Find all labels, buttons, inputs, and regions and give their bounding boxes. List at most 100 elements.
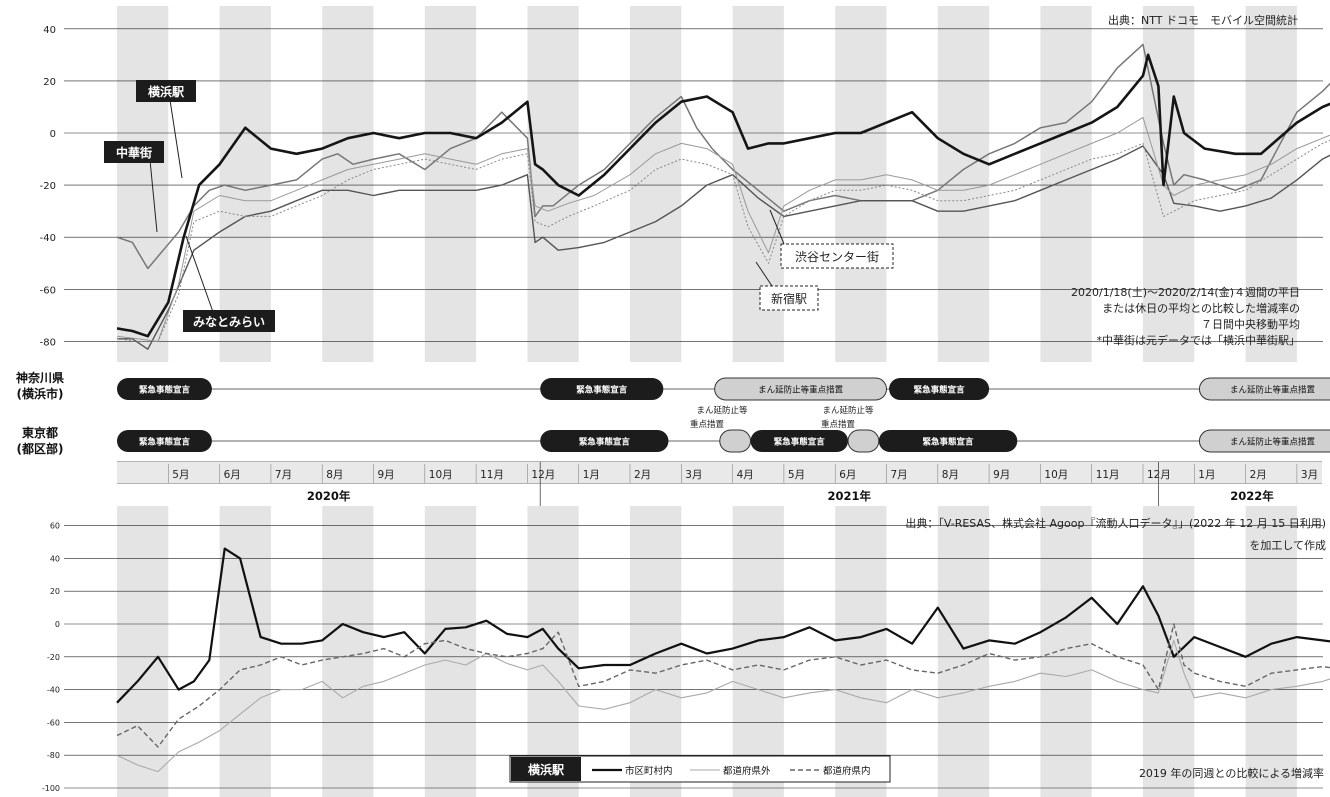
stripe-bottom [630, 506, 682, 797]
stripe-top [322, 6, 374, 362]
month-tick-label: 9月 [378, 469, 395, 481]
month-tick-label: 8月 [326, 469, 343, 481]
emergency-pill-label: 緊急事態宣言 [774, 437, 826, 448]
stripe-bottom [1040, 506, 1092, 797]
small-note-2-line2: 重点措置 [821, 419, 856, 430]
measure-rows: 緊急事態宣言 緊急事態宣言 まん延防止等重点措置 緊急事態宣言 まん延防止等重点措置緊急… [117, 377, 1330, 453]
month-tick-label: 9月 [993, 469, 1010, 481]
small-note-2: まん延防止等 重点措置 [821, 405, 874, 430]
bottom-y-tick-label: 60 [50, 522, 60, 531]
row-tokyo-label-line1: 東京都 [22, 425, 58, 440]
month-axis-band [117, 462, 1322, 483]
month-tick-label: 1月 [583, 469, 600, 481]
legend-label-within-pref: 都道府県内 [823, 765, 871, 777]
bottom-chart-gridlines [64, 525, 1323, 789]
top-y-tick-label: -40 [40, 233, 56, 244]
label-shibuya-text: 渋谷センター街 [795, 250, 879, 264]
month-tick-label: 10月 [429, 469, 453, 481]
label-minatomirai-pointer [185, 235, 214, 313]
bottom-y-tick-label: -40 [47, 686, 60, 695]
emergency-pill [117, 430, 212, 452]
top-y-tick-label: -20 [40, 181, 56, 192]
top-y-tick-label: -60 [40, 285, 56, 296]
label-minatomirai: みなとみらい [183, 235, 275, 332]
bottom-y-tick-label: 40 [50, 554, 60, 563]
label-yokohama-text: 横浜駅 [148, 84, 185, 99]
row-tokyo-label-line2: (都区部) [17, 441, 64, 456]
stripe-top [630, 6, 682, 362]
legend-title: 横浜駅 [528, 762, 565, 777]
bottom-source: 出典：「V-RESAS、株式会社 Agoop『流動人口データ』」(2022 年 … [905, 516, 1326, 552]
month-tick-label: 7月 [891, 469, 908, 481]
priority-pill-label: まん延防止等重点措置 [758, 385, 844, 396]
stripe-bottom [322, 506, 374, 797]
top-chart-y-ticks: 40 20 0 -20 -40 -60 -80 [40, 25, 56, 349]
emergency-pill-label: 緊急事態宣言 [139, 385, 191, 396]
month-tick-label: 2月 [1250, 469, 1267, 481]
bottom-y-tick-label: 0 [55, 620, 60, 629]
priority-measures-pill [1198, 377, 1330, 401]
legend-label-within-city: 市区町村内 [625, 765, 673, 777]
month-stripes [117, 6, 1297, 797]
emergency-pill-label: 緊急事態宣言 [139, 437, 191, 448]
year-axis: 2020年 2021年 2022年 [307, 462, 1274, 506]
emergency-pill [750, 430, 849, 452]
month-tick-label: 12月 [1147, 469, 1171, 481]
emergency-pill-label: 緊急事態宣言 [914, 385, 966, 396]
top-note: 2020/1/18(土)～2020/2/14(金)４週間の平日 または休日の平均… [1071, 285, 1300, 347]
label-shibuya-box [780, 243, 894, 269]
row-tokyo-label: 東京都 (都区部) [17, 425, 64, 456]
priority-measures-pill [719, 429, 752, 453]
series-line-chinatown [116, 43, 1330, 270]
stripe-top [835, 6, 887, 362]
month-tick-label: 6月 [224, 469, 241, 481]
bottom-y-tick-label: -80 [47, 751, 60, 760]
top-y-tick-label: -80 [40, 337, 56, 348]
bottom-source-line2: を加工して作成 [1249, 539, 1326, 552]
month-tick-label: 6月 [839, 469, 856, 481]
month-tick-label: 11月 [1096, 469, 1120, 481]
stripe-bottom [937, 506, 990, 797]
label-shinjuku-box [759, 285, 819, 311]
small-note-1-line1: まん延防止等 [696, 405, 748, 416]
emergency-pill [540, 430, 669, 452]
label-shinjuku-pointer [755, 261, 773, 287]
top-source-label: 出典：NTT ドコモ モバイル空間統計 [1108, 13, 1298, 27]
note-line-1: 2020/1/18(土)～2020/2/14(金)４週間の平日 [1071, 285, 1300, 299]
month-tick-label: 8月 [942, 469, 959, 481]
bottom-y-tick-label: 20 [50, 587, 60, 596]
stripe-top [527, 6, 579, 362]
top-y-tick-label: 20 [43, 77, 56, 88]
series-line-shibuya [116, 116, 1330, 342]
emergency-pill-label: 緊急事態宣言 [579, 437, 631, 448]
top-chart-series [116, 43, 1330, 350]
label-chinatown-pointer [149, 159, 158, 233]
emergency-pill [540, 378, 664, 400]
series-line-yokohama [116, 53, 1330, 338]
stripe-top [1040, 6, 1092, 362]
month-tick-label: 1月 [1198, 469, 1215, 481]
emergency-pill-label: 緊急事態宣言 [576, 385, 628, 396]
month-tick-label: 3月 [685, 469, 702, 481]
stripe-bottom [117, 506, 169, 797]
stripe-bottom [219, 506, 271, 797]
emergency-pill [889, 378, 990, 400]
bottom-y-tick-label: -60 [47, 718, 60, 727]
month-tick-label: 10月 [1044, 469, 1068, 481]
bottom-note: 2019 年の同週との比較による増減率 [1139, 766, 1324, 780]
top-y-tick-label: 40 [43, 25, 56, 36]
stripe-bottom [424, 506, 477, 797]
series-line-shinjuku [116, 139, 1330, 342]
bottom-y-tick-label: -20 [47, 653, 60, 662]
priority-measures-pill [714, 377, 888, 401]
series-line-minatomirai [117, 145, 1330, 350]
series-line-within_city [116, 547, 1330, 704]
month-tick-label: 5月 [172, 469, 189, 481]
stripe-top [219, 6, 271, 362]
label-minatomirai-box [183, 310, 275, 332]
stripe-top [1245, 6, 1297, 362]
legend-title-box [511, 757, 581, 781]
bottom-y-tick-label: -100 [42, 784, 60, 793]
label-yokohama-pointer [169, 99, 183, 179]
label-yokohama-box [136, 80, 196, 102]
